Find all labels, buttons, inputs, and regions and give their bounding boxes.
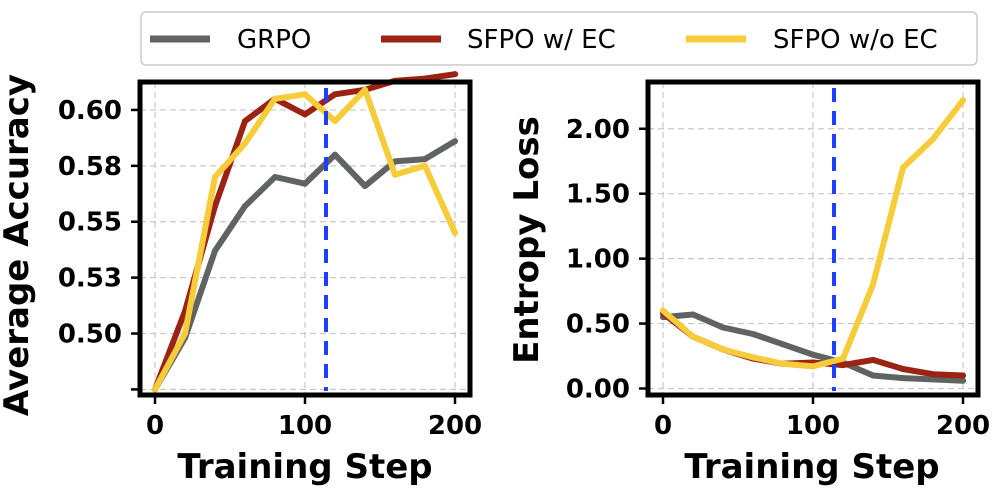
entropy-point-grpo-40 (720, 324, 726, 331)
accuracy-ticks: 0 100 200 0.50 0.53 0.55 0.58 0.60 (58, 96, 482, 441)
accuracy-point-sfpo-wo-ec-100 (302, 91, 308, 98)
legend-label-sfpo-wo-ec: SFPO w/o EC (773, 25, 938, 55)
entropy-ticks: 0 100 200 0.00 0.50 1.00 1.50 2.00 (566, 115, 990, 441)
legend: GRPO SFPO w/ EC SFPO w/o EC (140, 11, 978, 66)
accuracy-point-sfpo-wo-ec-180 (422, 162, 428, 169)
accuracy-point-grpo-40 (212, 247, 218, 254)
entropy-point-sfpo-wo-ec-80 (780, 360, 786, 367)
accuracy-point-sfpo-w-ec-100 (302, 111, 308, 118)
entropy-xtick-label-200: 200 (936, 411, 990, 441)
entropy-point-grpo-140 (870, 372, 876, 379)
accuracy-series (152, 71, 458, 393)
accuracy-point-sfpo-w-ec-200 (452, 71, 458, 78)
accuracy-x-axis-title: Training Step (177, 447, 432, 487)
entropy-point-grpo-20 (690, 311, 696, 318)
accuracy-point-sfpo-wo-ec-140 (362, 86, 368, 93)
accuracy-panel: 0 100 200 0.50 0.53 0.55 0.58 0.60 Training Ste… (0, 71, 482, 487)
accuracy-point-grpo-100 (302, 180, 308, 187)
entropy-point-grpo-80 (780, 341, 786, 348)
accuracy-ytick-label-1: 0.50 (58, 320, 122, 350)
entropy-point-grpo-180 (930, 376, 936, 383)
entropy-gridlines (648, 82, 978, 395)
entropy-ytick-label-0: 0.00 (566, 375, 630, 405)
entropy-xtick-label-100: 100 (786, 411, 840, 441)
legend-frame (140, 11, 978, 66)
entropy-point-sfpo-wo-ec-100 (810, 363, 816, 370)
accuracy-point-grpo-180 (422, 156, 428, 163)
accuracy-xtick-label-0: 0 (146, 411, 164, 441)
accuracy-y-axis-title: Average Accuracy (0, 74, 37, 416)
entropy-point-grpo-160 (900, 375, 906, 382)
entropy-point-sfpo-wo-ec-140 (870, 281, 876, 288)
entropy-ytick-label-2: 1.00 (566, 245, 630, 275)
accuracy-xtick-label-200: 200 (428, 411, 482, 441)
entropy-point-sfpo-wo-ec-200 (960, 97, 966, 104)
entropy-ytick-label-4: 2.00 (566, 115, 630, 145)
accuracy-point-grpo-80 (272, 174, 278, 181)
entropy-y-axis-title: Entropy Loss (507, 116, 547, 364)
entropy-panel: 0 100 200 0.00 0.50 1.00 1.50 2.00 Training Ste… (507, 79, 990, 487)
legend-label-sfpo-w-ec: SFPO w/ EC (467, 25, 616, 55)
accuracy-point-grpo-200 (452, 138, 458, 145)
entropy-point-sfpo-w-ec-140 (870, 356, 876, 363)
accuracy-ytick-label-5: 0.60 (58, 96, 122, 126)
entropy-x-axis-title: Training Step (684, 447, 939, 487)
entropy-ytick-label-1: 0.50 (566, 310, 630, 340)
entropy-point-sfpo-wo-ec-0 (660, 307, 666, 314)
accuracy-point-grpo-60 (242, 203, 248, 210)
entropy-point-sfpo-wo-ec-60 (750, 354, 756, 361)
accuracy-gridlines (140, 82, 470, 395)
accuracy-point-grpo-120 (332, 151, 338, 158)
entropy-point-sfpo-wo-ec-40 (720, 346, 726, 353)
entropy-ytick-label-3: 1.50 (566, 180, 630, 210)
accuracy-ytick-label-3: 0.55 (58, 208, 122, 238)
legend-label-grpo: GRPO (237, 25, 311, 55)
entropy-point-grpo-200 (960, 377, 966, 384)
entropy-point-sfpo-w-ec-200 (960, 372, 966, 379)
entropy-point-grpo-100 (810, 351, 816, 358)
entropy-point-sfpo-wo-ec-180 (930, 136, 936, 143)
entropy-point-sfpo-w-ec-120 (840, 362, 846, 369)
accuracy-plot-frame (137, 79, 473, 398)
accuracy-point-sfpo-wo-ec-0 (152, 386, 158, 393)
entropy-series (660, 97, 966, 384)
entropy-point-sfpo-w-ec-160 (900, 366, 906, 373)
entropy-point-sfpo-wo-ec-120 (840, 355, 846, 362)
accuracy-point-sfpo-w-ec-60 (242, 118, 248, 125)
accuracy-point-sfpo-wo-ec-200 (452, 229, 458, 236)
accuracy-point-sfpo-wo-ec-20 (182, 330, 188, 337)
accuracy-point-sfpo-wo-ec-40 (212, 174, 218, 181)
accuracy-point-grpo-140 (362, 182, 368, 189)
accuracy-point-sfpo-wo-ec-120 (332, 118, 338, 125)
entropy-point-sfpo-wo-ec-160 (900, 164, 906, 171)
accuracy-point-sfpo-wo-ec-160 (392, 171, 398, 178)
accuracy-ytick-label-2: 0.53 (58, 264, 122, 294)
entropy-point-sfpo-w-ec-180 (930, 371, 936, 378)
entropy-xtick-label-0: 0 (654, 411, 672, 441)
accuracy-point-sfpo-w-ec-40 (212, 203, 218, 210)
accuracy-ytick-label-4: 0.58 (58, 152, 122, 182)
entropy-point-grpo-60 (750, 330, 756, 337)
accuracy-point-sfpo-w-ec-120 (332, 91, 338, 98)
accuracy-xtick-label-100: 100 (278, 411, 332, 441)
accuracy-point-sfpo-wo-ec-60 (242, 140, 248, 147)
entropy-point-sfpo-wo-ec-20 (690, 333, 696, 340)
accuracy-point-sfpo-wo-ec-80 (272, 95, 278, 102)
